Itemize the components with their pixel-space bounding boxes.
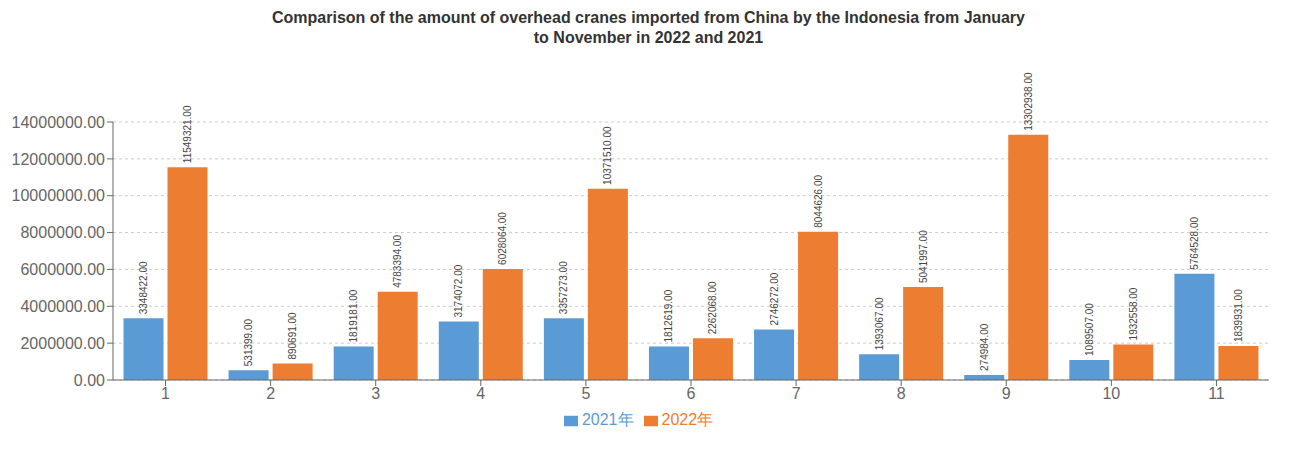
svg-text:2000000.00: 2000000.00 [20, 335, 105, 352]
html-text:Comparison of the amount of ov: Comparison of the amount of overhead cra… [272, 9, 1025, 26]
svg-text:10: 10 [1102, 385, 1120, 402]
svg-text:5: 5 [581, 385, 590, 402]
svg-text:7: 7 [792, 385, 801, 402]
svg-text:2746272.00: 2746272.00 [769, 272, 780, 325]
svg-text:14000000.00: 14000000.00 [12, 114, 106, 131]
svg-text:6000000.00: 6000000.00 [20, 261, 105, 278]
svg-text:1812619.00: 1812619.00 [663, 289, 674, 342]
svg-text:9: 9 [1002, 385, 1011, 402]
svg-text:8: 8 [897, 385, 906, 402]
svg-text:10371510.00: 10371510.00 [602, 126, 613, 185]
svg-text:5764528.00: 5764528.00 [1189, 216, 1200, 269]
svg-text:1089507.00: 1089507.00 [1084, 303, 1095, 356]
svg-text:4: 4 [476, 385, 485, 402]
svg-text:1: 1 [161, 385, 170, 402]
svg-text:6028064.00: 6028064.00 [497, 212, 508, 265]
svg-text:13302938.00: 13302938.00 [1023, 72, 1034, 131]
html-text:2021年: 2021年 [581, 411, 634, 428]
svg-text:3348422.00: 3348422.00 [138, 261, 149, 314]
svg-text:1393067.00: 1393067.00 [874, 297, 885, 350]
svg-text:11549321.00: 11549321.00 [182, 105, 193, 163]
svg-text:274984.00: 274984.00 [979, 323, 990, 371]
svg-text:8000000.00: 8000000.00 [20, 224, 105, 241]
svg-text:10000000.00: 10000000.00 [12, 187, 106, 204]
svg-text:1839931.00: 1839931.00 [1233, 289, 1244, 342]
svg-text:6: 6 [687, 385, 696, 402]
svg-text:1819181.00: 1819181.00 [348, 289, 359, 342]
svg-text:8044626.00: 8044626.00 [813, 174, 824, 227]
svg-text:3: 3 [371, 385, 380, 402]
svg-text:4783394.00: 4783394.00 [392, 235, 403, 288]
svg-text:890691.00: 890691.00 [287, 312, 298, 360]
svg-text:3174072.00: 3174072.00 [453, 264, 464, 317]
svg-text:2: 2 [266, 385, 275, 402]
svg-text:11: 11 [1208, 385, 1225, 402]
svg-text:4000000.00: 4000000.00 [20, 298, 105, 315]
svg-text:1932558.00: 1932558.00 [1128, 287, 1139, 340]
html-text:to November in 2022 and 2021: to November in 2022 and 2021 [533, 29, 764, 46]
svg-text:5041997.00: 5041997.00 [918, 230, 929, 283]
svg-text:3357273.00: 3357273.00 [558, 261, 569, 314]
svg-text:0.00: 0.00 [74, 372, 105, 389]
svg-text:531399.00: 531399.00 [243, 318, 254, 366]
html-text:2022年: 2022年 [661, 411, 714, 428]
svg-text:2262068.00: 2262068.00 [707, 281, 718, 334]
svg-text:12000000.00: 12000000.00 [12, 151, 106, 168]
